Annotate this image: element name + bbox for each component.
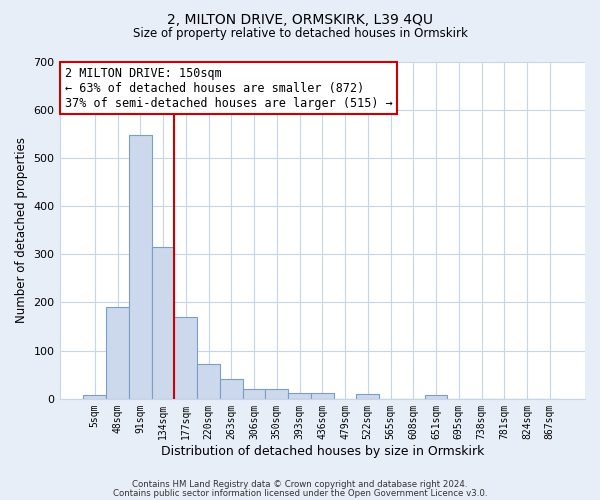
Bar <box>175 317 197 399</box>
Text: Contains HM Land Registry data © Crown copyright and database right 2024.: Contains HM Land Registry data © Crown c… <box>132 480 468 489</box>
Text: Contains public sector information licensed under the Open Government Licence v3: Contains public sector information licen… <box>113 488 487 498</box>
Bar <box>152 247 175 399</box>
Bar <box>356 394 379 399</box>
Bar <box>129 135 152 399</box>
X-axis label: Distribution of detached houses by size in Ormskirk: Distribution of detached houses by size … <box>161 444 484 458</box>
Bar <box>106 308 129 399</box>
Text: Size of property relative to detached houses in Ormskirk: Size of property relative to detached ho… <box>133 28 467 40</box>
Bar <box>83 395 106 399</box>
Text: 2 MILTON DRIVE: 150sqm
← 63% of detached houses are smaller (872)
37% of semi-de: 2 MILTON DRIVE: 150sqm ← 63% of detached… <box>65 66 392 110</box>
Bar <box>197 364 220 399</box>
Text: 2, MILTON DRIVE, ORMSKIRK, L39 4QU: 2, MILTON DRIVE, ORMSKIRK, L39 4QU <box>167 12 433 26</box>
Bar <box>220 378 242 399</box>
Bar <box>265 389 288 399</box>
Y-axis label: Number of detached properties: Number of detached properties <box>15 137 28 323</box>
Bar <box>425 395 448 399</box>
Bar <box>242 389 265 399</box>
Bar <box>311 393 334 399</box>
Bar <box>288 393 311 399</box>
